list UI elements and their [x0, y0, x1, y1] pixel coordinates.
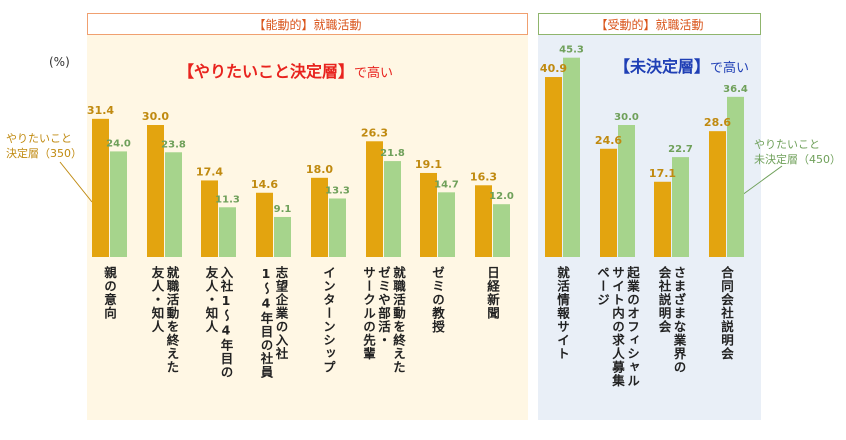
value-label-undecided-5: 21.8: [380, 148, 405, 159]
value-label-decided-9: 24.6: [595, 134, 622, 147]
value-label-undecided-3: 9.1: [274, 204, 292, 215]
bar-undecided-8: [563, 57, 580, 258]
legend-decided: やりたいこと 決定層（350）: [6, 132, 82, 160]
bar-undecided-2: [219, 207, 236, 257]
value-label-undecided-11: 36.4: [723, 84, 748, 95]
bar-decided-9: [600, 148, 617, 257]
value-label-undecided-10: 22.7: [668, 144, 693, 155]
category-label-9-0: 起業のオフィシャル: [625, 265, 640, 388]
bar-decided-0: [92, 118, 109, 257]
category-label-5-2: サークルの先輩: [361, 266, 376, 361]
category-label-10-1: 会社説明会: [657, 265, 672, 334]
value-label-decided-10: 17.1: [649, 167, 676, 180]
category-label-5-1: ゼミや部活・: [376, 265, 391, 347]
bar-undecided-0: [110, 151, 127, 257]
bar-decided-11: [709, 131, 726, 257]
active-subtitle-main: 【やりたいこと決定層】: [178, 62, 355, 81]
value-label-decided-11: 28.6: [704, 116, 731, 129]
legend-undecided-leader: [737, 165, 783, 199]
value-label-undecided-6: 14.7: [434, 179, 459, 190]
value-label-undecided-4: 13.3: [325, 185, 350, 196]
unit-label: (%): [49, 55, 70, 69]
category-label-3-0: 志望企業の入社: [274, 265, 289, 361]
category-label-9-2: ページ: [595, 266, 610, 307]
bar-undecided-7: [493, 204, 510, 257]
category-label-5-0: 就職活動を終えた: [391, 265, 406, 374]
category-label-1-1: 友人・知人: [150, 265, 165, 334]
value-label-undecided-7: 12.0: [489, 191, 514, 202]
value-label-undecided-0: 24.0: [106, 138, 131, 149]
bar-undecided-4: [329, 198, 346, 257]
passive-subtitle-tail: で高い: [710, 61, 750, 76]
legend-decided-leader: [59, 161, 93, 203]
category-label-7-0: 日経新聞: [485, 266, 500, 320]
category-label-11-0: 合同会社説明会: [719, 265, 734, 361]
bar-decided-4: [311, 177, 328, 257]
bar-decided-8: [545, 77, 562, 257]
active-panel-header: 【能動的】就職活動: [87, 13, 528, 35]
passive-subtitle-main: 【未決定層】: [614, 57, 711, 76]
bar-decided-5: [366, 141, 383, 257]
active-subtitle: 【やりたいこと決定層】で高い: [178, 58, 393, 82]
category-label-10-0: さまざまな業界の: [672, 266, 687, 374]
bar-decided-3: [256, 192, 273, 257]
category-label-2-1: 友人・知人: [204, 265, 219, 334]
value-label-decided-3: 14.6: [251, 178, 278, 191]
value-label-undecided-8: 45.3: [559, 45, 584, 56]
value-label-decided-7: 16.3: [470, 170, 497, 183]
bar-decided-7: [475, 185, 492, 257]
category-label-1-0: 就職活動を終えた: [165, 265, 180, 374]
active-subtitle-tail: で高い: [354, 66, 394, 81]
category-label-0-0: 親の意向: [102, 265, 117, 320]
category-label-4-0: インターンシップ: [321, 266, 336, 374]
value-label-decided-5: 26.3: [361, 126, 388, 139]
passive-subtitle: 【未決定層】で高い: [614, 53, 749, 77]
value-label-undecided-1: 23.8: [161, 139, 186, 150]
value-label-decided-0: 31.4: [87, 104, 114, 117]
value-label-undecided-2: 11.3: [215, 194, 240, 205]
value-label-decided-8: 40.9: [540, 62, 567, 75]
category-label-8-0: 就活情報サイト: [555, 265, 570, 361]
category-label-3-1: 1～4年目の社員: [259, 266, 274, 379]
legend-undecided: やりたいこと 未決定層（450）: [754, 138, 841, 166]
bar-decided-10: [654, 181, 671, 257]
value-label-undecided-9: 30.0: [614, 112, 639, 123]
category-label-9-1: サイト内の求人募集: [610, 266, 625, 388]
category-label-2-0: 入社1～4年目の: [219, 266, 234, 379]
value-label-decided-6: 19.1: [415, 158, 442, 171]
bar-decided-6: [420, 172, 437, 257]
bar-undecided-9: [618, 125, 635, 257]
bar-decided-2: [201, 180, 218, 257]
category-label-6-0: ゼミの教授: [430, 265, 445, 334]
bar-undecided-10: [672, 157, 689, 257]
bar-decided-1: [147, 125, 164, 257]
value-label-decided-4: 18.0: [306, 163, 333, 176]
value-label-decided-1: 30.0: [142, 110, 169, 123]
bar-undecided-3: [274, 216, 291, 257]
bar-undecided-6: [438, 192, 455, 257]
bar-undecided-5: [384, 161, 401, 257]
bar-undecided-1: [165, 152, 182, 257]
passive-panel-header: 【受動的】就職活動: [538, 13, 761, 35]
value-label-decided-2: 17.4: [196, 165, 223, 178]
bar-undecided-11: [727, 96, 744, 257]
